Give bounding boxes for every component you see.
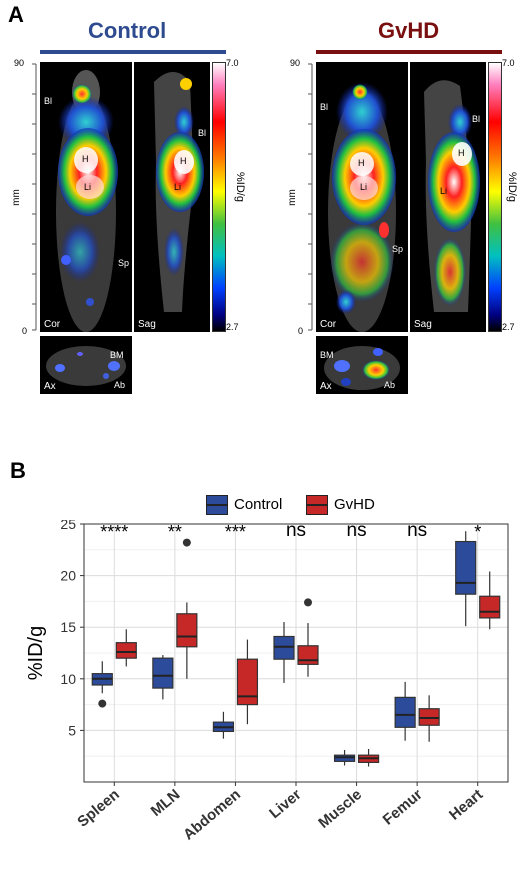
gvhd-cor-h-label: H [358,158,365,168]
box-gvhd [115,642,137,659]
x-tick-label: Femur [380,786,426,829]
significance-label: ns [407,520,427,541]
box-gvhd [176,613,198,648]
significance-label: **** [100,522,128,542]
gvhd-mm-axis [308,63,313,331]
gvhd-title-bar [316,50,502,54]
gvhd-cor-image [328,82,396,332]
control-cor-bl-label: Bl [44,96,53,106]
significance-label: ns [347,520,367,541]
gvhd-sag-scan: Sag Bl H Li [410,62,486,332]
outlier-point [182,538,191,547]
box-gvhd [297,645,319,665]
control-axis-label: mm [10,189,22,206]
control-ax-scan: Ax BM Ab [40,336,132,394]
x-tick-label: Spleen [74,786,123,831]
control-sag-bl-label: Bl [198,128,207,138]
significance-label: ns [286,520,306,541]
y-axis-label: %ID/g [25,626,47,680]
gvhd-cor-bl-label: Bl [320,102,329,112]
control-sag-label: Sag [138,319,156,330]
panel-a-letter: A [8,2,24,27]
y-tick-label: 5 [68,722,76,738]
gvhd-cor-li-label: Li [360,182,368,192]
y-tick-label: 10 [60,671,76,687]
legend-control-swatch [206,495,228,515]
gvhd-axis-label: mm [286,189,298,206]
control-cor-scan: Cor Bl H Li Sp [40,62,132,332]
significance-label: * [474,522,481,542]
x-tick-label: Heart [446,786,486,824]
y-tick-label: 20 [60,568,76,584]
x-tick-label: Abdomen [180,786,244,843]
box-control [333,754,356,762]
box-gvhd [236,658,259,706]
gvhd-ax-bm-label: BM [320,350,334,360]
gvhd-axis-bottom: 0 [298,326,304,336]
significance-label: ** [168,522,182,542]
gvhd-ax-label: Ax [320,381,332,392]
control-cor-li-label: Li [84,182,92,192]
control-colorbar-max: 7.0 [226,58,239,68]
panel-b-letter: B [10,458,26,483]
x-tick-label: Liver [266,786,305,822]
control-cor-image [56,70,118,332]
control-cor-label: Cor [44,319,61,330]
legend-gvhd-swatch [306,495,328,515]
gvhd-ax-image [324,346,400,390]
box-control [394,696,416,728]
gvhd-sag-li-label: Li [440,186,448,196]
control-cor-h-label: H [82,154,89,164]
gvhd-colorbar-title: %ID/g [506,172,518,202]
legend-control-label: Control [234,496,283,513]
gvhd-sag-bl-label: Bl [472,114,481,124]
control-axis-bottom: 0 [22,326,28,336]
box-control [152,657,174,689]
control-cor-sp-label: Sp [118,258,130,268]
outlier-point [304,598,312,607]
control-title: Control [88,18,167,43]
gvhd-cor-sp-label: Sp [392,244,404,254]
control-sag-h-label: H [180,156,187,166]
control-sag-scan: Sag Bl H Li [134,62,210,332]
control-ax-label: Ax [44,381,56,392]
gvhd-colorbar [488,62,502,332]
gvhd-sag-label: Sag [414,319,432,330]
control-ax-image [46,346,126,386]
box-gvhd [479,595,501,619]
box-gvhd [418,708,440,726]
control-sag-li-label: Li [174,182,182,192]
control-colorbar-min: 2.7 [226,322,239,332]
gvhd-axis-top: 90 [290,58,301,68]
control-title-bar [40,50,226,54]
gvhd-sag-image [424,80,480,312]
y-tick-label: 15 [60,619,76,635]
x-tick-label: MLN [148,786,184,820]
box-control [273,635,295,660]
box-control [455,540,477,595]
legend: Control GvHD [206,492,406,518]
x-tick-label: Muscle [315,786,365,832]
gvhd-ax-ab-label: Ab [384,380,396,390]
control-colorbar-title: %ID/g [234,172,246,202]
outlier-point [98,699,107,708]
y-tick-label: 25 [60,520,76,532]
control-ax-bm-label: BM [110,350,124,360]
control-axis-top: 90 [14,58,25,68]
control-sag-image [154,72,204,312]
gvhd-title: GvHD [378,18,440,43]
gvhd-cor-label: Cor [320,319,337,330]
control-colorbar [212,62,226,332]
gvhd-cor-scan: Cor Bl H Li Sp [316,62,408,332]
legend-gvhd-label: GvHD [334,496,375,513]
gvhd-sag-h-label: H [458,148,465,158]
gvhd-colorbar-max: 7.0 [502,58,515,68]
significance-label: *** [225,522,246,542]
control-ax-ab-label: Ab [114,380,126,390]
control-mm-axis [32,63,37,331]
gvhd-ax-scan: Ax BM Ab [316,336,408,394]
gvhd-colorbar-min: 2.7 [502,322,515,332]
